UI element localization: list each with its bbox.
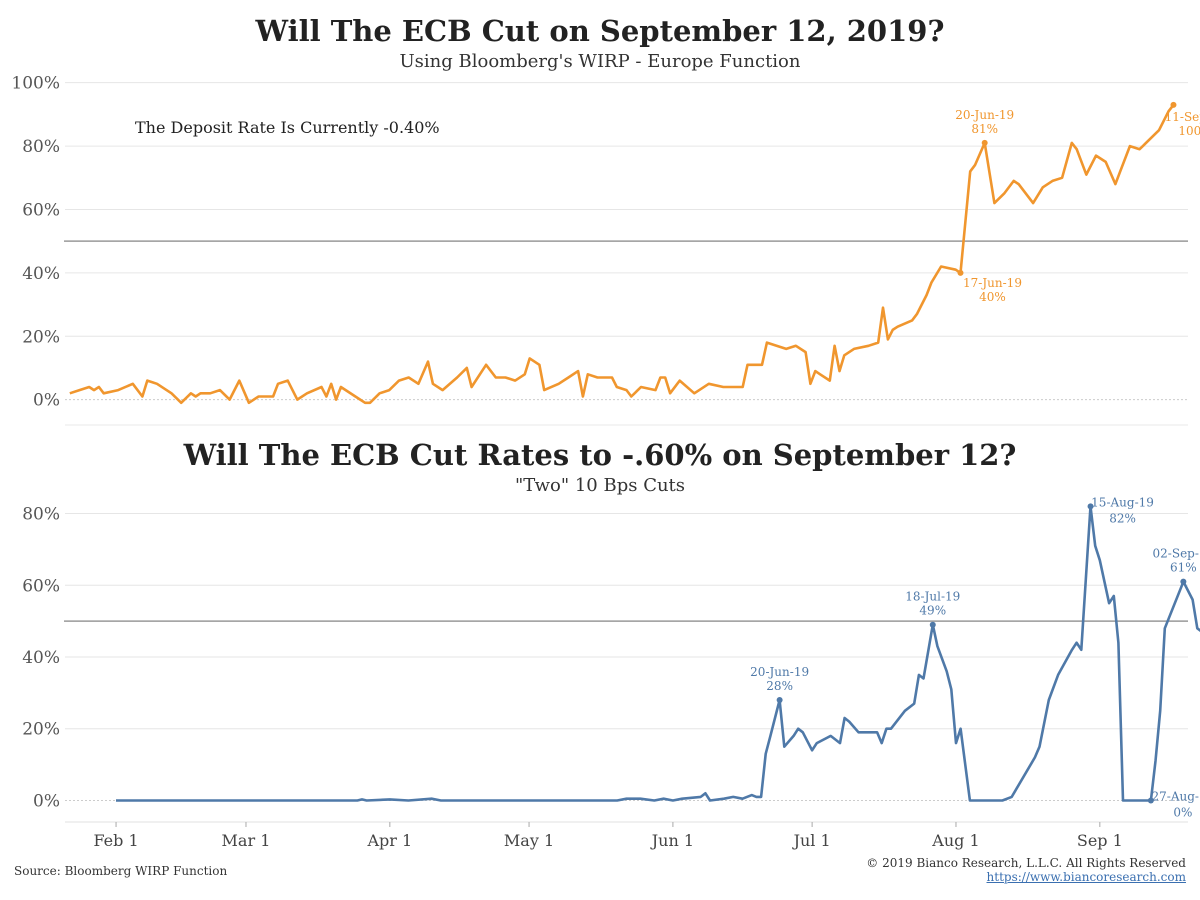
chart2-x-tick-label: Apr 1 — [366, 831, 412, 850]
chart2-x-tick-label: Sep 1 — [1077, 831, 1123, 850]
chart2-annotation-marker — [929, 621, 936, 628]
chart1-annotation-marker — [981, 139, 988, 146]
chart2-annotation-value: 28% — [766, 679, 793, 693]
chart2-annotation-value: 0% — [1173, 805, 1192, 819]
chart1-note: The Deposit Rate Is Currently -0.40% — [135, 118, 440, 137]
chart2-x-tick-label: Mar 1 — [222, 831, 271, 850]
chart1-annotation-marker — [957, 269, 964, 276]
chart2-y-tick-label: 80% — [22, 505, 60, 525]
chart1-annotation-value: 40% — [979, 290, 1006, 304]
chart2-annotation-label: 02-Sep-19 — [1153, 547, 1200, 561]
website-link[interactable]: https://www.biancoresearch.com — [986, 870, 1186, 884]
chart2-y-tick-label: 0% — [33, 791, 60, 811]
chart2-annotation-marker — [1147, 797, 1154, 804]
chart1-subtitle: Using Bloomberg's WIRP - Europe Function — [399, 51, 801, 72]
chart2-y-tick-label: 40% — [22, 648, 60, 668]
chart1-y-tick-label: 40% — [22, 264, 60, 284]
chart2-x-tick-label: Jun 1 — [650, 831, 694, 850]
chart2-x-tick-label: Jul 1 — [792, 831, 831, 850]
chart2-x-tick-label: May 1 — [504, 831, 554, 850]
chart1-annotation-value: 100% — [1178, 124, 1200, 138]
chart1-annotation-label: 20-Jun-19 — [955, 108, 1014, 122]
chart2-annotation-marker — [1180, 578, 1187, 585]
chart2-annotation-value: 61% — [1170, 561, 1197, 575]
chart1-y-tick-label: 60% — [22, 200, 60, 220]
chart1-y-tick-label: 80% — [22, 137, 60, 157]
chart1-annotation-label: 17-Jun-19 — [963, 276, 1022, 290]
chart1-annotation-label: 11-Sep-19 — [1165, 110, 1200, 124]
chart1-plot: 0%20%40%60%80%100%20-Jun-1981%17-Jun-194… — [11, 74, 1200, 426]
chart1-annotation-marker — [1170, 101, 1177, 108]
chart1-y-tick-label: 0% — [33, 391, 60, 411]
chart2-x-tick-label: Feb 1 — [93, 831, 138, 850]
chart2-annotation-value: 82% — [1109, 511, 1136, 525]
chart2-annotation-marker — [776, 697, 783, 704]
copyright-note: © 2019 Bianco Research, L.L.C. All Right… — [866, 856, 1186, 870]
chart2-annotation-label: 15-Aug-19 — [1091, 495, 1154, 509]
chart2-y-tick-label: 20% — [22, 720, 60, 740]
chart2-series-line — [116, 505, 1200, 802]
chart1-y-tick-label: 20% — [22, 327, 60, 347]
chart1-title: Will The ECB Cut on September 12, 2019? — [255, 14, 945, 48]
chart2-y-tick-label: 60% — [22, 576, 60, 596]
chart2-annotation-label: 18-Jul-19 — [905, 590, 960, 604]
chart2-annotation-marker — [1087, 503, 1094, 510]
chart2-annotation-label: 20-Jun-19 — [750, 665, 809, 679]
chart2-annotation-value: 49% — [919, 604, 946, 618]
source-note: Source: Bloomberg WIRP Function — [14, 864, 228, 878]
chart1-y-tick-label: 100% — [11, 74, 60, 94]
chart2-annotation-label: 27-Aug-19 — [1152, 789, 1200, 803]
chart2-x-tick-label: Aug 1 — [931, 831, 979, 850]
chart2-title: Will The ECB Cut Rates to -.60% on Septe… — [183, 438, 1017, 472]
chart1-series-line — [69, 104, 1175, 405]
chart1-annotation-value: 81% — [971, 122, 998, 136]
chart2-subtitle: "Two" 10 Bps Cuts — [514, 475, 686, 496]
